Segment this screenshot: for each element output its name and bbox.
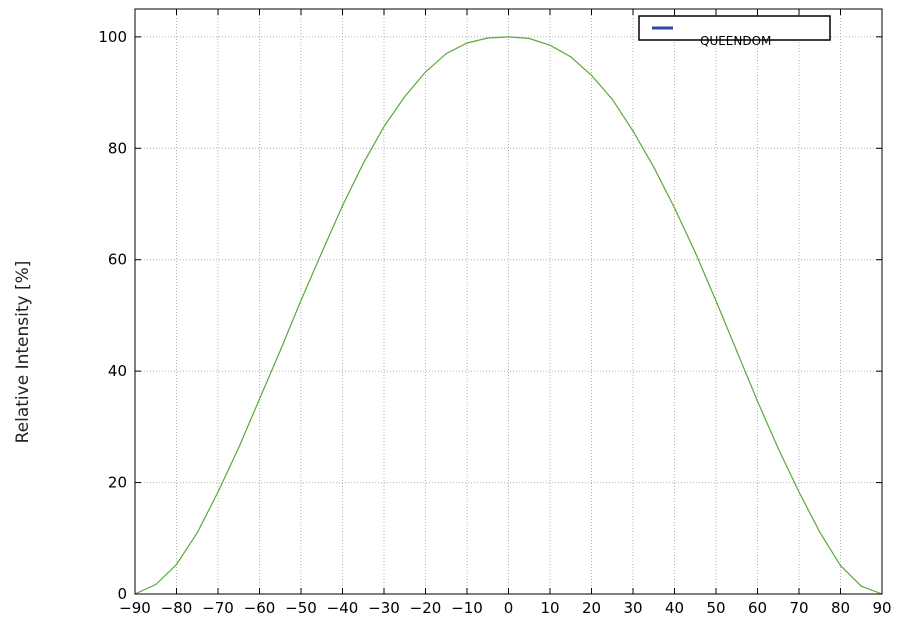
data-point: [362, 162, 364, 164]
data-point: [196, 532, 198, 534]
data-point: [860, 585, 862, 587]
data-point: [217, 491, 219, 493]
y-tick-label: 40: [108, 362, 127, 380]
y-tick-label: 20: [108, 474, 127, 492]
x-tick-label: 60: [748, 599, 767, 617]
data-point: [341, 205, 344, 207]
data-point: [300, 299, 302, 301]
data-point: [279, 349, 281, 352]
data-point: [611, 98, 613, 100]
data-point: [466, 42, 468, 44]
data-point: [404, 95, 406, 98]
x-tick-label: −90: [119, 599, 151, 617]
y-tick-label: 80: [108, 139, 127, 157]
data-point: [777, 448, 779, 450]
data-point: [258, 398, 261, 400]
data-point: [549, 44, 551, 46]
x-tick-label: 40: [665, 599, 684, 617]
x-tick-label: −70: [202, 599, 234, 617]
data-point: [424, 71, 427, 73]
data-point: [383, 126, 385, 128]
y-tick-label: 100: [98, 28, 127, 46]
plot-area: [134, 36, 883, 595]
grid-lines: [135, 9, 882, 594]
data-point: [798, 491, 800, 493]
x-tick-label: −80: [161, 599, 193, 617]
data-point: [694, 251, 696, 254]
x-tick-label: −40: [327, 599, 359, 617]
data-point: [756, 400, 759, 402]
x-tick-label: 10: [540, 599, 559, 617]
data-point: [673, 207, 676, 209]
y-axis-label: Relative Intensity [%]: [13, 261, 33, 444]
y-tick-label: 0: [117, 585, 127, 603]
axis-ticks: [134, 9, 883, 595]
data-point: [155, 583, 157, 586]
axis-tick-labels: 0 20 40 60 80 100 −90 −80 −70 −60 −50 −40 −30 −20 −10 0…: [98, 28, 891, 617]
data-point: [528, 37, 530, 40]
x-tick-label: −50: [285, 599, 317, 617]
data-point: [445, 53, 447, 55]
x-tick-label: −60: [244, 599, 276, 617]
x-tick-label: 90: [872, 599, 891, 617]
data-point: [570, 56, 572, 58]
data-point: [736, 350, 738, 352]
data-point: [653, 166, 655, 168]
legend: QUEENDOM: [638, 15, 831, 48]
data-point: [507, 36, 510, 38]
data-point: [238, 446, 240, 449]
x-tick-label: −10: [451, 599, 483, 617]
x-tick-label: 70: [789, 599, 808, 617]
data-point: [175, 563, 178, 566]
x-tick-label: 30: [623, 599, 642, 617]
y-tick-label: 60: [108, 251, 127, 269]
x-tick-label: 20: [582, 599, 601, 617]
data-point: [590, 74, 593, 76]
x-tick-label: 0: [504, 599, 514, 617]
x-tick-label: 50: [706, 599, 725, 617]
legend-label: QUEENDOM: [700, 34, 771, 48]
data-point: [632, 130, 634, 132]
data-point: [839, 565, 842, 567]
data-point: [819, 531, 821, 533]
x-tick-label: −30: [368, 599, 400, 617]
x-tick-label: 80: [831, 599, 850, 617]
data-point: [715, 300, 717, 302]
data-point: [321, 251, 323, 254]
x-tick-label: −20: [410, 599, 442, 617]
data-point: [487, 37, 489, 39]
